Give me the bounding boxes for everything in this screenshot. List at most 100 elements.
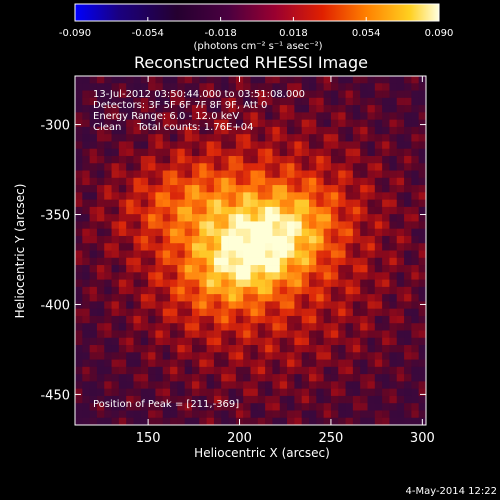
heatmap-cell — [418, 170, 427, 179]
heatmap-cell — [75, 134, 83, 142]
heatmap-cell — [89, 330, 98, 339]
heatmap-cell — [360, 294, 368, 302]
heatmap-cell — [75, 148, 83, 157]
heatmap-cell — [272, 381, 281, 390]
heatmap-cell — [396, 134, 405, 142]
heatmap-cell — [89, 417, 98, 426]
heatmap-cell — [316, 192, 325, 200]
heatmap-cell — [382, 221, 390, 230]
heatmap-cell — [345, 148, 354, 157]
heatmap-cell — [243, 163, 251, 171]
heatmap-cell — [352, 192, 361, 200]
heatmap-cell — [177, 199, 186, 208]
heatmap-cell — [338, 112, 346, 121]
heatmap-cell — [352, 250, 361, 259]
heatmap-cell — [418, 308, 427, 317]
heatmap-cell — [111, 105, 120, 113]
heatmap-cell — [309, 199, 317, 208]
heatmap-cell — [301, 257, 310, 266]
heatmap-cell — [316, 374, 325, 382]
heatmap-cell — [228, 199, 237, 208]
heatmap-cell — [389, 381, 398, 390]
heatmap-cell — [352, 374, 361, 382]
heatmap-cell — [279, 141, 288, 150]
heatmap-cell — [272, 330, 281, 339]
heatmap-cell — [411, 395, 420, 404]
heatmap-cell — [418, 272, 427, 280]
heatmap-cell — [213, 257, 222, 266]
heatmap-cell — [177, 330, 186, 339]
annotation-time: 13-Jul-2012 03:50:44.000 to 03:51:08.000 — [93, 89, 305, 100]
heatmap-cell — [257, 243, 266, 251]
heatmap-cell — [96, 170, 105, 179]
heatmap-cell — [235, 250, 244, 259]
heatmap-cell — [162, 330, 171, 339]
heatmap-cell — [89, 126, 98, 135]
heatmap-cell — [170, 112, 178, 121]
heatmap-cell — [338, 243, 346, 251]
heatmap-cell — [199, 410, 208, 419]
heatmap-cell — [338, 126, 346, 135]
heatmap-cell — [89, 286, 98, 295]
heatmap-cell — [126, 265, 134, 273]
heatmap-cell — [396, 90, 405, 99]
heatmap-cell — [133, 308, 142, 317]
heatmap-cell — [162, 119, 171, 128]
heatmap-cell — [162, 323, 171, 331]
heatmap-cell — [404, 199, 412, 208]
heatmap-cell — [374, 97, 383, 106]
footer-date: 4-May-2014 12:22 — [405, 486, 497, 497]
heatmap-cell — [389, 366, 398, 375]
heatmap-cell — [272, 301, 281, 310]
heatmap-cell — [206, 315, 215, 324]
heatmap-cell — [155, 279, 164, 288]
heatmap-cell — [345, 286, 354, 295]
heatmap-cell — [192, 148, 200, 157]
heatmap-cell — [257, 185, 266, 193]
heatmap-cell — [140, 235, 149, 244]
heatmap-cell — [330, 279, 339, 288]
heatmap-cell — [294, 105, 303, 113]
heatmap-cell — [301, 410, 310, 419]
heatmap-cell — [279, 279, 288, 288]
heatmap-cell — [162, 141, 171, 150]
heatmap-cell — [148, 97, 156, 106]
heatmap-cell — [257, 228, 266, 237]
heatmap-cell — [235, 90, 244, 99]
heatmap-cell — [330, 148, 339, 157]
heatmap-cell — [199, 308, 208, 317]
heatmap-cell — [162, 294, 171, 302]
heatmap-cell — [155, 155, 164, 164]
heatmap-cell — [89, 257, 98, 266]
heatmap-cell — [330, 272, 339, 280]
heatmap-cell — [389, 279, 398, 288]
heatmap-cell — [360, 403, 368, 411]
heatmap-cell — [382, 417, 390, 426]
heatmap-cell — [272, 119, 281, 128]
heatmap-cell — [272, 228, 281, 237]
heatmap-cell — [396, 337, 405, 346]
heatmap-cell — [374, 403, 383, 411]
heatmap-cell — [235, 243, 244, 251]
heatmap-cell — [250, 243, 259, 251]
heatmap-cell — [352, 177, 361, 186]
heatmap-cell — [345, 366, 354, 375]
heatmap-cell — [345, 155, 354, 164]
heatmap-cell — [279, 134, 288, 142]
heatmap-cell — [133, 228, 142, 237]
heatmap-cell — [96, 105, 105, 113]
heatmap-cell — [389, 177, 398, 186]
heatmap-cell — [118, 141, 127, 150]
heatmap-cell — [96, 163, 105, 171]
heatmap-cell — [228, 330, 237, 339]
heatmap-cell — [104, 323, 112, 331]
heatmap-cell — [177, 374, 186, 382]
heatmap-cell — [228, 315, 237, 324]
heatmap-cell — [228, 388, 237, 397]
heatmap-cell — [404, 410, 412, 419]
heatmap-cell — [221, 417, 229, 426]
heatmap-cell — [82, 308, 91, 317]
heatmap-cell — [257, 359, 266, 368]
heatmap-cell — [418, 410, 427, 419]
heatmap-cell — [279, 366, 288, 375]
